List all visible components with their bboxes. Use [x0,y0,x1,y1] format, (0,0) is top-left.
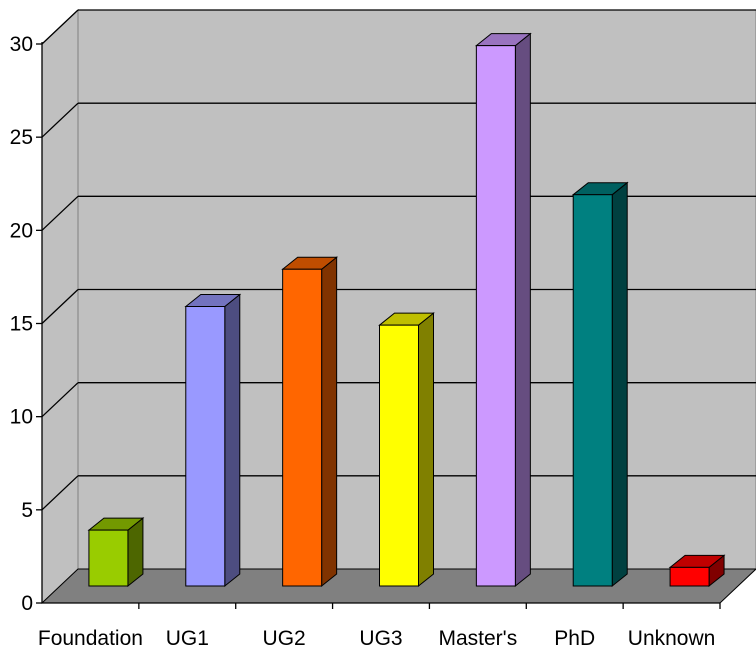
y-tick-label: 0 [21,592,33,615]
x-tick-label: UG1 [166,627,209,650]
bar [378,312,435,588]
y-tick-label: 20 [10,219,33,242]
bar-side [418,312,434,588]
bar [87,517,145,588]
y-tick-label: 25 [10,126,33,149]
bar-side [611,181,628,588]
x-tick-label: UG2 [263,627,306,650]
x-tick-label: Master's [439,627,518,650]
bar-side [224,293,241,588]
gridline-diagonal [41,9,79,45]
x-tick-label: Unknown [628,627,716,650]
gridline-diagonal [41,195,79,231]
gridline-diagonal [41,475,79,511]
bar-side [321,256,338,588]
gridline-diagonal [41,102,79,138]
bar-front [379,324,419,587]
bar [668,554,726,588]
bar-front [88,529,129,587]
y-tick-label: 5 [21,499,33,522]
bar [474,32,532,588]
bar-front [185,306,226,587]
bars [87,32,726,588]
bar-front [282,268,323,587]
y-axis: 0 5 10 15 20 25 30 [10,33,43,615]
bar-front [475,45,516,587]
bar-side [514,32,531,588]
bar-front [669,566,710,587]
bar-front [572,194,613,587]
x-tick-label: PhD [554,627,595,650]
y-tick-label: 10 [10,406,33,429]
x-axis: Foundation UG1 UG2 UG3 Master's PhD Unknown [38,602,721,650]
gridline-diagonal [41,289,79,324]
bar [571,181,629,588]
x-tick-label: UG3 [359,627,402,650]
gridline-diagonal [41,382,79,418]
bar [184,293,242,588]
y-tick-label: 15 [10,313,33,336]
y-tick-label: 30 [10,33,33,56]
x-tick-label: Foundation [38,627,143,650]
bar [281,256,339,588]
